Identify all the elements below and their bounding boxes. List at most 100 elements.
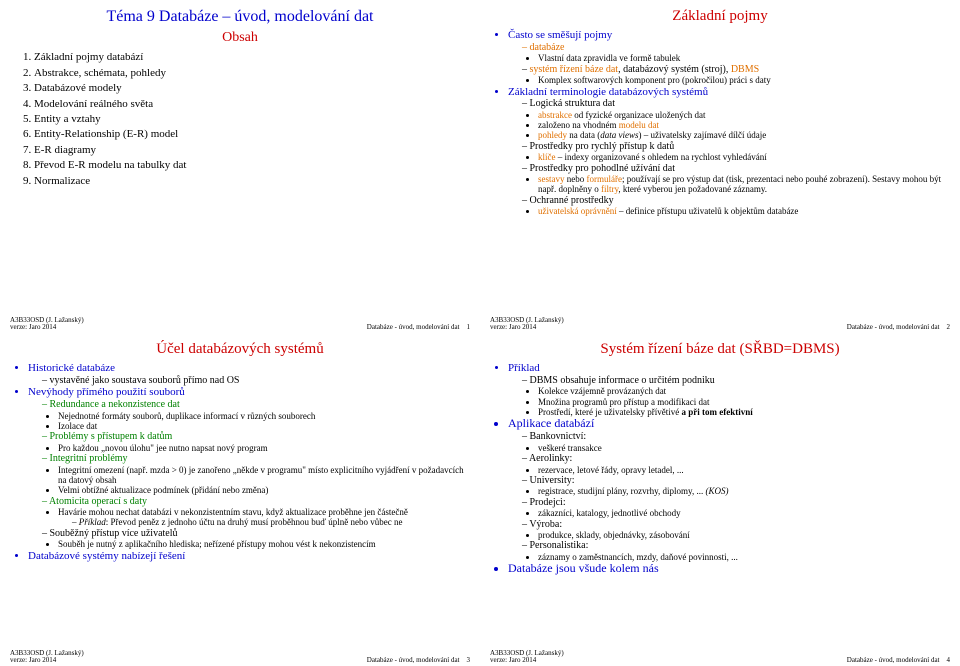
footer-title: Databáze - úvod, modelování dat bbox=[367, 656, 460, 664]
bullet-text: nebo bbox=[565, 174, 587, 184]
bullet: Atomicita operací s daty Havárie mohou n… bbox=[42, 496, 470, 528]
bullet: Aerolinky: rezervace, letové řády, oprav… bbox=[522, 453, 950, 475]
bullet-text: Historické databáze bbox=[28, 362, 115, 374]
bullet-text: Souběžný přístup více uživatelů bbox=[50, 528, 178, 539]
bullet-text: Personalistika: bbox=[530, 540, 589, 551]
slide-4: Systém řízení báze dat (SŘBD=DBMS) Příkl… bbox=[480, 333, 960, 666]
footer-page: 4 bbox=[947, 656, 951, 664]
bullet: rezervace, letové řády, opravy letadel, … bbox=[538, 465, 950, 475]
bullet: Příklad: Převod peněz z jednoho účtu na … bbox=[72, 517, 470, 527]
slide2-bullets: Často se směšují pojmy databáze Vlastní … bbox=[490, 29, 950, 216]
bullet: zákazníci, katalogy, jednotlivé obchody bbox=[538, 508, 950, 518]
bullet-text: Prostředky pro pohodlné užívání dat bbox=[530, 163, 676, 174]
bullet: Souběžný přístup více uživatelů Souběh j… bbox=[42, 528, 470, 550]
bullet-text: a při tom efektivní bbox=[681, 407, 752, 417]
bullet: Personalistika: záznamy o zaměstnancích,… bbox=[522, 540, 950, 562]
bullet: Havárie mohou nechat databázi v nekonzis… bbox=[58, 507, 470, 517]
bullet-text: ) – uživatelsky zajímavé dílčí údaje bbox=[638, 130, 766, 140]
bullet: Vlastní data zpravidla ve formě tabulek bbox=[538, 53, 950, 63]
bullet-text: DBMS bbox=[731, 64, 759, 75]
slide1-subtitle: Obsah bbox=[10, 30, 470, 46]
list-item: Převod E-R modelu na tabulky dat bbox=[34, 158, 470, 173]
bullet: Prostředí, které je uživatelsky přívětiv… bbox=[538, 407, 950, 417]
slide1-title: Téma 9 Databáze – úvod, modelování dat bbox=[10, 8, 470, 26]
bullet: Komplex softwarových komponent pro (pokr… bbox=[538, 75, 950, 85]
list-item: Základní pojmy databází bbox=[34, 50, 470, 65]
bullet: DBMS obsahuje informace o určitém podnik… bbox=[522, 375, 950, 418]
footer-page: 1 bbox=[467, 323, 471, 331]
bullet: Redundance a nekonzistence dat Nejednotn… bbox=[42, 399, 470, 431]
bullet: databáze Vlastní data zpravidla ve formě… bbox=[522, 42, 950, 64]
bullet-text: modelu dat bbox=[619, 120, 659, 130]
slide-footer: A3B33OSD (J. Lažanský) verze: Jaro 2014 … bbox=[490, 317, 950, 331]
list-item: Entity a vztahy bbox=[34, 112, 470, 127]
bullet: Prodejci: zákazníci, katalogy, jednotliv… bbox=[522, 497, 950, 519]
bullet-text: Příklad bbox=[508, 362, 540, 374]
list-item: Normalizace bbox=[34, 174, 470, 189]
bullet-text: – definice přístupu uživatelů k objektům… bbox=[617, 206, 799, 216]
footer-page: 2 bbox=[947, 323, 951, 331]
bullet: Často se směšují pojmy databáze Vlastní … bbox=[508, 29, 950, 85]
footer-page: 3 bbox=[467, 656, 471, 664]
bullet-text: Databázové systémy nabízejí řešení bbox=[28, 550, 185, 562]
bullet-text: Logická struktura dat bbox=[530, 98, 616, 109]
slide-footer: A3B33OSD (J. Lažanský) verze: Jaro 2014 … bbox=[490, 650, 950, 664]
bullet: Příklad DBMS obsahuje informace o určité… bbox=[508, 362, 950, 417]
bullet-text: Prodejci: bbox=[530, 497, 566, 508]
slide3-title: Účel databázových systémů bbox=[10, 341, 470, 358]
bullet: Ochranné prostředky uživatelská oprávněn… bbox=[522, 195, 950, 217]
bullet-text: Aerolinky: bbox=[529, 453, 572, 464]
bullet-text: , které vyberou jen požadované záznamy. bbox=[618, 184, 767, 194]
bullet-text: na data ( bbox=[569, 130, 600, 140]
list-item: Entity-Relationship (E-R) model bbox=[34, 127, 470, 142]
list-item: E-R diagramy bbox=[34, 143, 470, 158]
bullet-text: uživatelská oprávnění bbox=[538, 206, 617, 216]
footer-version: verze: Jaro 2014 bbox=[490, 324, 564, 331]
bullet: University: registrace, studijní plány, … bbox=[522, 475, 950, 497]
bullet: Kolekce vzájemně provázaných dat bbox=[538, 386, 950, 396]
footer-version: verze: Jaro 2014 bbox=[10, 657, 84, 664]
bullet: produkce, sklady, objednávky, zásobování bbox=[538, 530, 950, 540]
bullet: sestavy nebo formuláře; používají se pro… bbox=[538, 174, 950, 195]
bullet: Množina programů pro přístup a modifikac… bbox=[538, 397, 950, 407]
bullet: registrace, studijní plány, rozvrhy, dip… bbox=[538, 486, 950, 496]
slide3-bullets: Historické databáze vystavěné jako soust… bbox=[10, 362, 470, 562]
bullet-text: DBMS obsahuje informace o určitém podnik… bbox=[530, 375, 715, 386]
bullet-text: data views bbox=[600, 130, 638, 140]
bullet-text: – indexy organizované s ohledem na rychl… bbox=[556, 152, 767, 162]
bullet-text: abstrakce bbox=[538, 110, 572, 120]
footer-version: verze: Jaro 2014 bbox=[10, 324, 84, 331]
bullet: klíče – indexy organizované s ohledem na… bbox=[538, 152, 950, 162]
bullet: Bankovnictví: veškeré transakce bbox=[522, 431, 950, 453]
bullet-text: Atomicita operací s daty bbox=[49, 496, 147, 507]
bullet-text: University: bbox=[530, 475, 575, 486]
bullet-text: : Převod peněz z jednoho účtu na druhý m… bbox=[106, 517, 403, 527]
bullet-text: systém řízení báze dat bbox=[530, 64, 619, 75]
bullet: uživatelská oprávnění – definice přístup… bbox=[538, 206, 950, 216]
bullet-text: Často se směšují pojmy bbox=[508, 29, 612, 41]
bullet: veškeré transakce bbox=[538, 443, 950, 453]
slide-1: Téma 9 Databáze – úvod, modelování dat O… bbox=[0, 0, 480, 333]
slide-2: Základní pojmy Často se směšují pojmy da… bbox=[480, 0, 960, 333]
bullet-text: založeno na vhodném bbox=[538, 120, 619, 130]
bullet: Databáze jsou všude kolem nás bbox=[508, 562, 950, 576]
bullet: Prostředky pro rychlý přístup k datů klí… bbox=[522, 141, 950, 163]
bullet: Prostředky pro pohodlné užívání dat sest… bbox=[522, 163, 950, 195]
bullet-text: filtry bbox=[601, 184, 618, 194]
bullet: Pro každou „novou úlohu" jee nutno napsa… bbox=[58, 443, 470, 453]
bullet: Databázové systémy nabízejí řešení bbox=[28, 550, 470, 563]
bullet: založeno na vhodném modelu dat bbox=[538, 120, 950, 130]
footer-title: Databáze - úvod, modelování dat bbox=[367, 323, 460, 331]
bullet: Integritní omezení (např. mzda > 0) je z… bbox=[58, 465, 470, 486]
bullet-text: Bankovnictví: bbox=[530, 431, 587, 442]
bullet-text: od fyzické organizace uložených dat bbox=[572, 110, 706, 120]
list-item: Abstrakce, schémata, pohledy bbox=[34, 66, 470, 81]
footer-version: verze: Jaro 2014 bbox=[490, 657, 564, 664]
bullet-text: formuláře bbox=[587, 174, 622, 184]
bullet-text: Integritní problémy bbox=[50, 453, 128, 464]
bullet-text: Příklad bbox=[79, 517, 106, 527]
bullet-text: registrace, studijní plány, rozvrhy, dip… bbox=[538, 486, 705, 496]
bullet: Problémy s přístupem k datům Pro každou … bbox=[42, 431, 470, 453]
bullet-text: Ochranné prostředky bbox=[530, 195, 614, 206]
bullet: abstrakce od fyzické organizace uloženýc… bbox=[538, 110, 950, 120]
